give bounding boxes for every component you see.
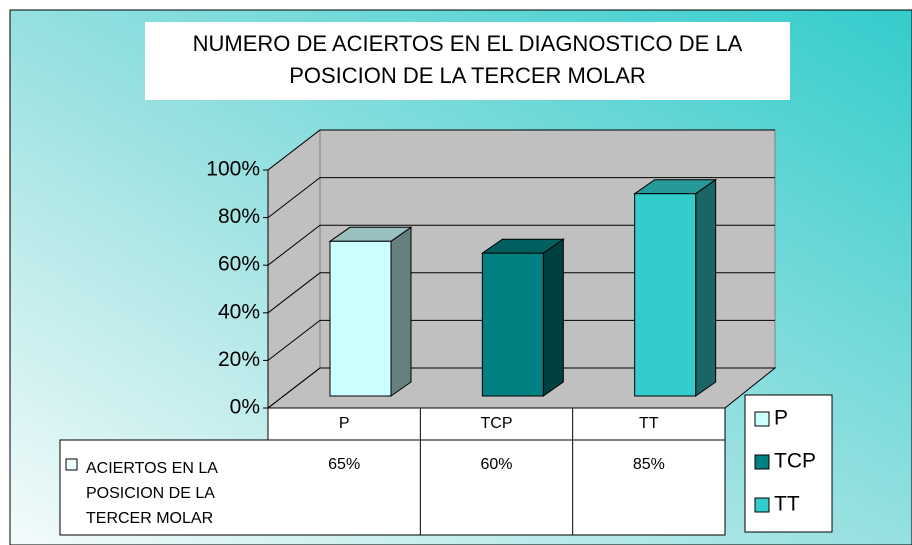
table-value: 85% xyxy=(633,456,665,473)
table-value: 65% xyxy=(328,456,360,473)
series-legend-key xyxy=(65,458,78,471)
legend-label: P xyxy=(774,407,788,430)
table-value: 60% xyxy=(480,456,512,473)
series-name: ACIERTOS EN LA POSICION DE LA TERCER MOL… xyxy=(86,460,218,527)
bar-side xyxy=(390,226,412,397)
grid-line xyxy=(267,224,775,266)
grid-line xyxy=(267,129,775,171)
grid-line xyxy=(267,177,775,218)
y-tick-label: 0% xyxy=(230,396,260,419)
bar xyxy=(481,252,544,397)
y-tick-label: 100% xyxy=(206,158,260,181)
x-tick-label: TCP xyxy=(481,415,513,432)
bar xyxy=(634,193,697,397)
grid-line xyxy=(267,319,775,361)
bar-side xyxy=(695,178,717,397)
y-tick-label: 20% xyxy=(218,348,260,371)
y-tick-label: 40% xyxy=(218,300,260,323)
y-tick-label: 60% xyxy=(218,253,260,276)
bar-side xyxy=(542,238,564,397)
legend-key xyxy=(754,497,770,513)
legend-key xyxy=(754,411,770,427)
plot-area: 0% 20% 40% 60% 80% 100% P 65% TCP 60% TT 85% P TCP TT xyxy=(59,128,833,536)
chart-title: NUMERO DE ACIERTOS EN EL DIAGNOSTICO DE … xyxy=(145,22,790,100)
x-tick-label: P xyxy=(339,415,350,432)
grid-line xyxy=(267,367,775,409)
y-tick-label: 80% xyxy=(218,205,260,228)
legend-key xyxy=(754,454,770,470)
bar xyxy=(329,240,392,397)
x-tick-label: TT xyxy=(639,415,659,432)
side-wall xyxy=(267,128,321,410)
grid-line xyxy=(267,272,775,314)
data-table-row xyxy=(59,439,726,536)
legend-label: TCP xyxy=(774,450,816,473)
legend-label: TT xyxy=(774,493,800,516)
